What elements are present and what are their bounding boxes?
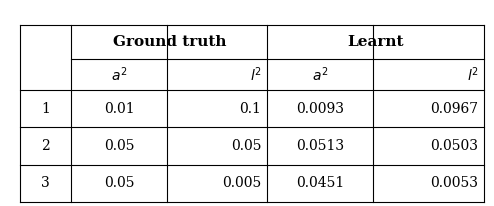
Text: 2: 2 — [41, 139, 50, 153]
Text: 0.05: 0.05 — [231, 139, 261, 153]
Text: 0.0093: 0.0093 — [296, 102, 344, 116]
Text: 0.0451: 0.0451 — [296, 176, 344, 190]
Text: 0.005: 0.005 — [222, 176, 261, 190]
Text: 0.05: 0.05 — [104, 139, 134, 153]
Text: $a^2$: $a^2$ — [312, 66, 329, 84]
Text: 0.0967: 0.0967 — [430, 102, 478, 116]
Text: 0.0513: 0.0513 — [296, 139, 344, 153]
Text: $a^2$: $a^2$ — [111, 66, 127, 84]
Text: $l^2$: $l^2$ — [467, 66, 479, 84]
Text: 0.0503: 0.0503 — [430, 139, 478, 153]
Text: Learnt: Learnt — [347, 35, 404, 49]
Text: $l^2$: $l^2$ — [250, 66, 262, 84]
Text: 0.1: 0.1 — [240, 102, 261, 116]
Text: Ground truth: Ground truth — [113, 35, 226, 49]
Text: 0.0053: 0.0053 — [430, 176, 478, 190]
Text: 0.05: 0.05 — [104, 176, 134, 190]
Text: 3: 3 — [41, 176, 50, 190]
Text: 1: 1 — [41, 102, 50, 116]
Text: 0.01: 0.01 — [104, 102, 134, 116]
